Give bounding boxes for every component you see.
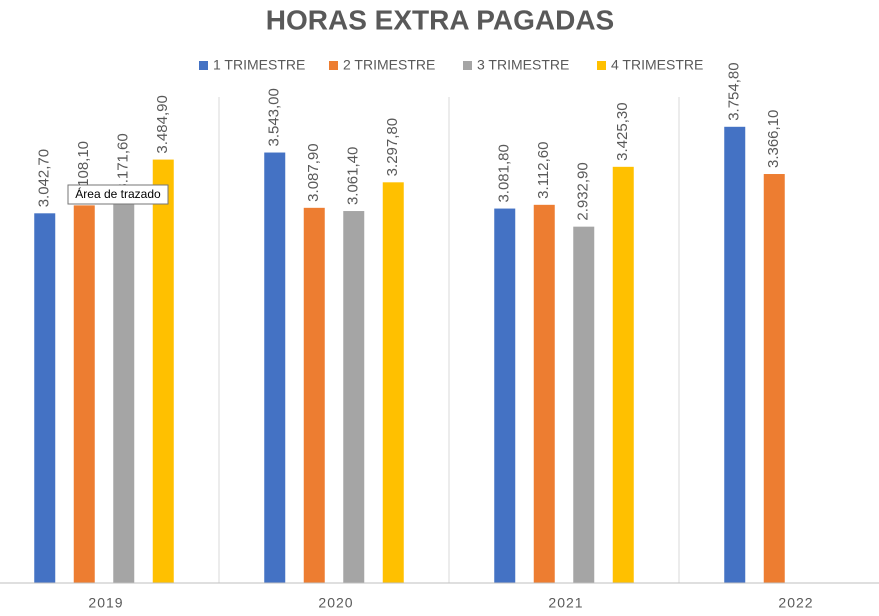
data-label: 3.366,10 xyxy=(765,110,782,168)
legend-label: 4 TRIMESTRE xyxy=(611,57,703,73)
bar xyxy=(152,159,174,583)
x-tick-label: 2022 xyxy=(778,595,813,611)
data-label: 3.297,80 xyxy=(384,118,401,176)
legend-swatch xyxy=(463,61,472,70)
bar xyxy=(763,174,785,583)
bar xyxy=(724,126,746,583)
data-label: 3.081,80 xyxy=(496,144,513,202)
x-tick-label: 2019 xyxy=(88,595,123,611)
legend-label: 2 TRIMESTRE xyxy=(343,57,435,73)
data-label: 3.425,30 xyxy=(614,102,631,160)
bar xyxy=(34,213,56,583)
data-label: 3.042,70 xyxy=(36,149,53,207)
legend-swatch xyxy=(329,61,338,70)
tooltip-box xyxy=(67,184,169,205)
data-label: 3.061,40 xyxy=(345,147,362,205)
bar xyxy=(264,152,286,583)
bar xyxy=(382,182,404,583)
data-label: 3.543,00 xyxy=(266,88,283,146)
bar xyxy=(612,166,634,583)
data-label: 2.932,90 xyxy=(575,162,592,220)
x-tick-label: 2020 xyxy=(318,595,353,611)
data-label: 3.171,60 xyxy=(115,133,132,191)
bar xyxy=(533,204,555,584)
bar xyxy=(343,211,365,583)
bar xyxy=(494,208,516,584)
data-label: 3.087,90 xyxy=(305,143,322,201)
data-label: 3.484,90 xyxy=(154,95,171,153)
chart-title: HORAS EXTRA PAGADAS xyxy=(266,4,614,35)
tooltip-text: Área de trazado xyxy=(75,186,161,201)
bar xyxy=(113,197,135,583)
legend-label: 3 TRIMESTRE xyxy=(477,57,569,73)
legend-swatch xyxy=(199,61,208,70)
bar xyxy=(303,207,325,584)
bar xyxy=(573,226,595,583)
data-label: 3.112,60 xyxy=(535,142,552,199)
x-tick-label: 2021 xyxy=(548,595,583,611)
legend-label: 1 TRIMESTRE xyxy=(213,57,305,73)
legend-swatch xyxy=(597,61,606,70)
bar xyxy=(73,205,95,583)
data-label: 3.754,80 xyxy=(726,62,743,120)
